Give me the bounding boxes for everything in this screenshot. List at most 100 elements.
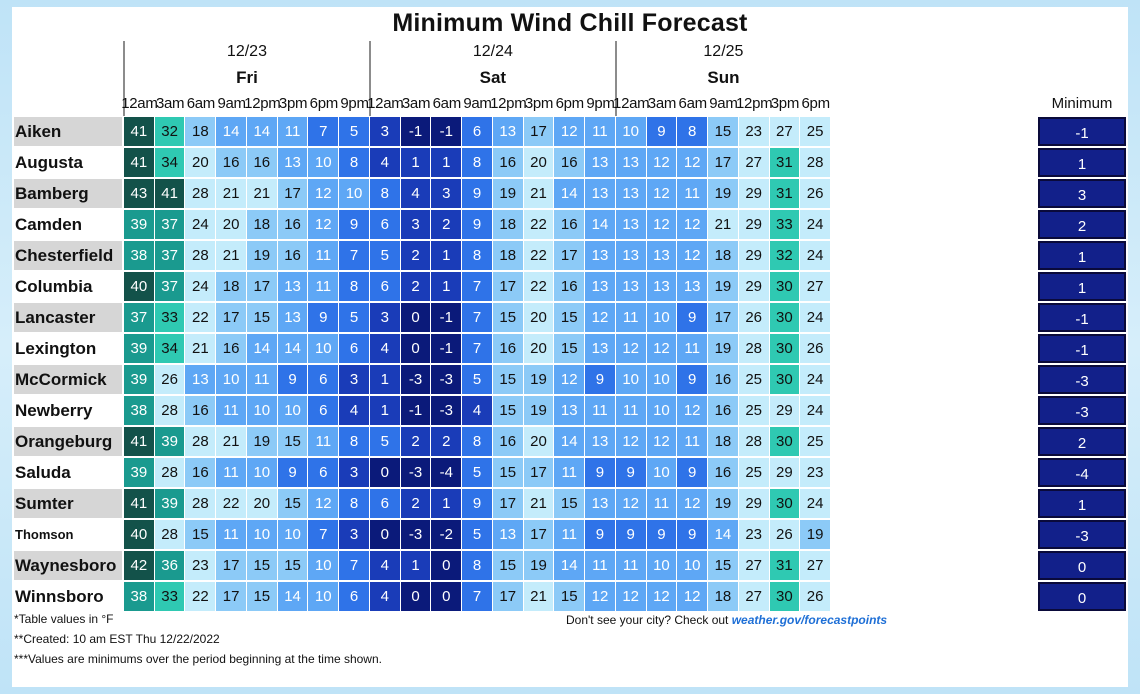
forecast-points-link[interactable]: weather.gov/forecastpoints [731, 613, 888, 627]
time-label: 9pm [340, 95, 369, 112]
table-cell: 3 [369, 117, 400, 146]
table-cell: 25 [800, 427, 830, 456]
time-label: 9am [463, 95, 492, 112]
minimum-cell: -3 [1038, 520, 1126, 549]
table-cell: 27 [738, 148, 769, 177]
table-cell: -1 [431, 334, 462, 363]
city-label: Sumter [14, 489, 122, 518]
table-cell: 2 [400, 427, 431, 456]
table-cell: 14 [708, 520, 738, 549]
table-cell: 12 [677, 582, 708, 611]
table-cell: 5 [462, 520, 492, 549]
table-cell: 25 [800, 117, 830, 146]
table-cell: 16 [185, 458, 216, 487]
city-label: Augusta [15, 153, 83, 172]
table-cell: 1 [400, 148, 431, 177]
table-cell: 9 [646, 520, 677, 549]
table-cell: 13 [585, 148, 615, 177]
table-cell: 15 [277, 489, 308, 518]
table-cell: 14 [554, 427, 585, 456]
table-cell: 9 [462, 179, 492, 208]
time-label: 6pm [801, 95, 830, 112]
minimum-cell: -3 [1038, 365, 1126, 394]
table-cell: 1 [431, 489, 462, 518]
table-cell: 6 [308, 396, 339, 425]
table-cell: 3 [339, 520, 369, 549]
day-label: Sun [707, 68, 740, 87]
table-cell: 28 [185, 241, 216, 270]
table-cell: 18 [185, 117, 216, 146]
table-cell: 11 [615, 551, 646, 580]
time-label: 6am [678, 95, 708, 112]
table-cell: 21 [523, 582, 554, 611]
city-label: Lexington [15, 339, 97, 358]
table-cell: 39 [124, 365, 154, 394]
table-cell: 13 [615, 210, 646, 239]
table-cell: 37 [154, 210, 185, 239]
table-cell: 18 [708, 427, 738, 456]
table-cell: 2 [400, 489, 431, 518]
table-cell: 14 [554, 179, 585, 208]
table-cell: 29 [738, 241, 769, 270]
chart-title: Minimum Wind Chill Forecast [392, 9, 748, 37]
city-label: McCormick [14, 365, 122, 394]
time-label: 12am [367, 95, 404, 112]
table-cell: 3 [369, 303, 400, 332]
table-cell: 1 [369, 365, 400, 394]
table-cell: 6 [339, 582, 369, 611]
table-cell: 23 [800, 458, 830, 487]
table-cell: 18 [708, 582, 738, 611]
table-cell: 10 [308, 148, 339, 177]
table-cell: 9 [677, 520, 708, 549]
table-cell: 24 [800, 365, 830, 394]
table-cell: 0 [431, 551, 462, 580]
table-cell: 1 [431, 241, 462, 270]
table-cell: 4 [369, 551, 400, 580]
table-cell: 12 [646, 334, 677, 363]
city-label: Newberry [15, 401, 93, 420]
table-cell: 13 [585, 334, 615, 363]
footnote-created: **Created: 10 am EST Thu 12/22/2022 [14, 632, 220, 646]
table-cell: 10 [277, 396, 308, 425]
table-cell: 15 [492, 458, 523, 487]
table-cell: 11 [216, 396, 246, 425]
table-cell: 1 [431, 272, 462, 301]
table-cell: 37 [154, 241, 185, 270]
table-cell: 13 [185, 365, 216, 394]
table-cell: -4 [431, 458, 462, 487]
table-cell: 20 [523, 427, 554, 456]
table-cell: 10 [308, 334, 339, 363]
table-cell: 4 [339, 396, 369, 425]
table-cell: 34 [154, 148, 185, 177]
table-cell: 33 [769, 210, 800, 239]
table-cell: 17 [492, 489, 523, 518]
table-cell: 15 [492, 396, 523, 425]
table-cell: 24 [800, 210, 830, 239]
table-cell: 30 [769, 427, 800, 456]
table-cell: 7 [339, 551, 369, 580]
table-cell: 0 [369, 458, 400, 487]
table-cell: 11 [585, 551, 615, 580]
table-cell: 11 [308, 241, 339, 270]
minimum-cell: 0 [1038, 582, 1126, 611]
table-cell: 21 [523, 489, 554, 518]
table-cell: -3 [400, 365, 431, 394]
table-cell: 13 [585, 241, 615, 270]
table-cell: 15 [246, 551, 277, 580]
table-cell: 38 [124, 241, 154, 270]
table-cell: 15 [246, 303, 277, 332]
table-cell: 6 [369, 489, 400, 518]
time-label: 12pm [736, 95, 773, 112]
time-label: 3am [155, 95, 185, 112]
minimum-cell: -4 [1038, 458, 1126, 487]
table-cell: 13 [554, 396, 585, 425]
city-label: Bamberg [14, 179, 122, 208]
table-cell: 15 [246, 582, 277, 611]
table-cell: 29 [738, 179, 769, 208]
table-cell: 42 [124, 551, 154, 580]
table-cell: 14 [246, 334, 277, 363]
table-cell: 3 [431, 179, 462, 208]
time-label: 12am [121, 95, 158, 112]
table-cell: 11 [277, 117, 308, 146]
table-cell: 15 [185, 520, 216, 549]
